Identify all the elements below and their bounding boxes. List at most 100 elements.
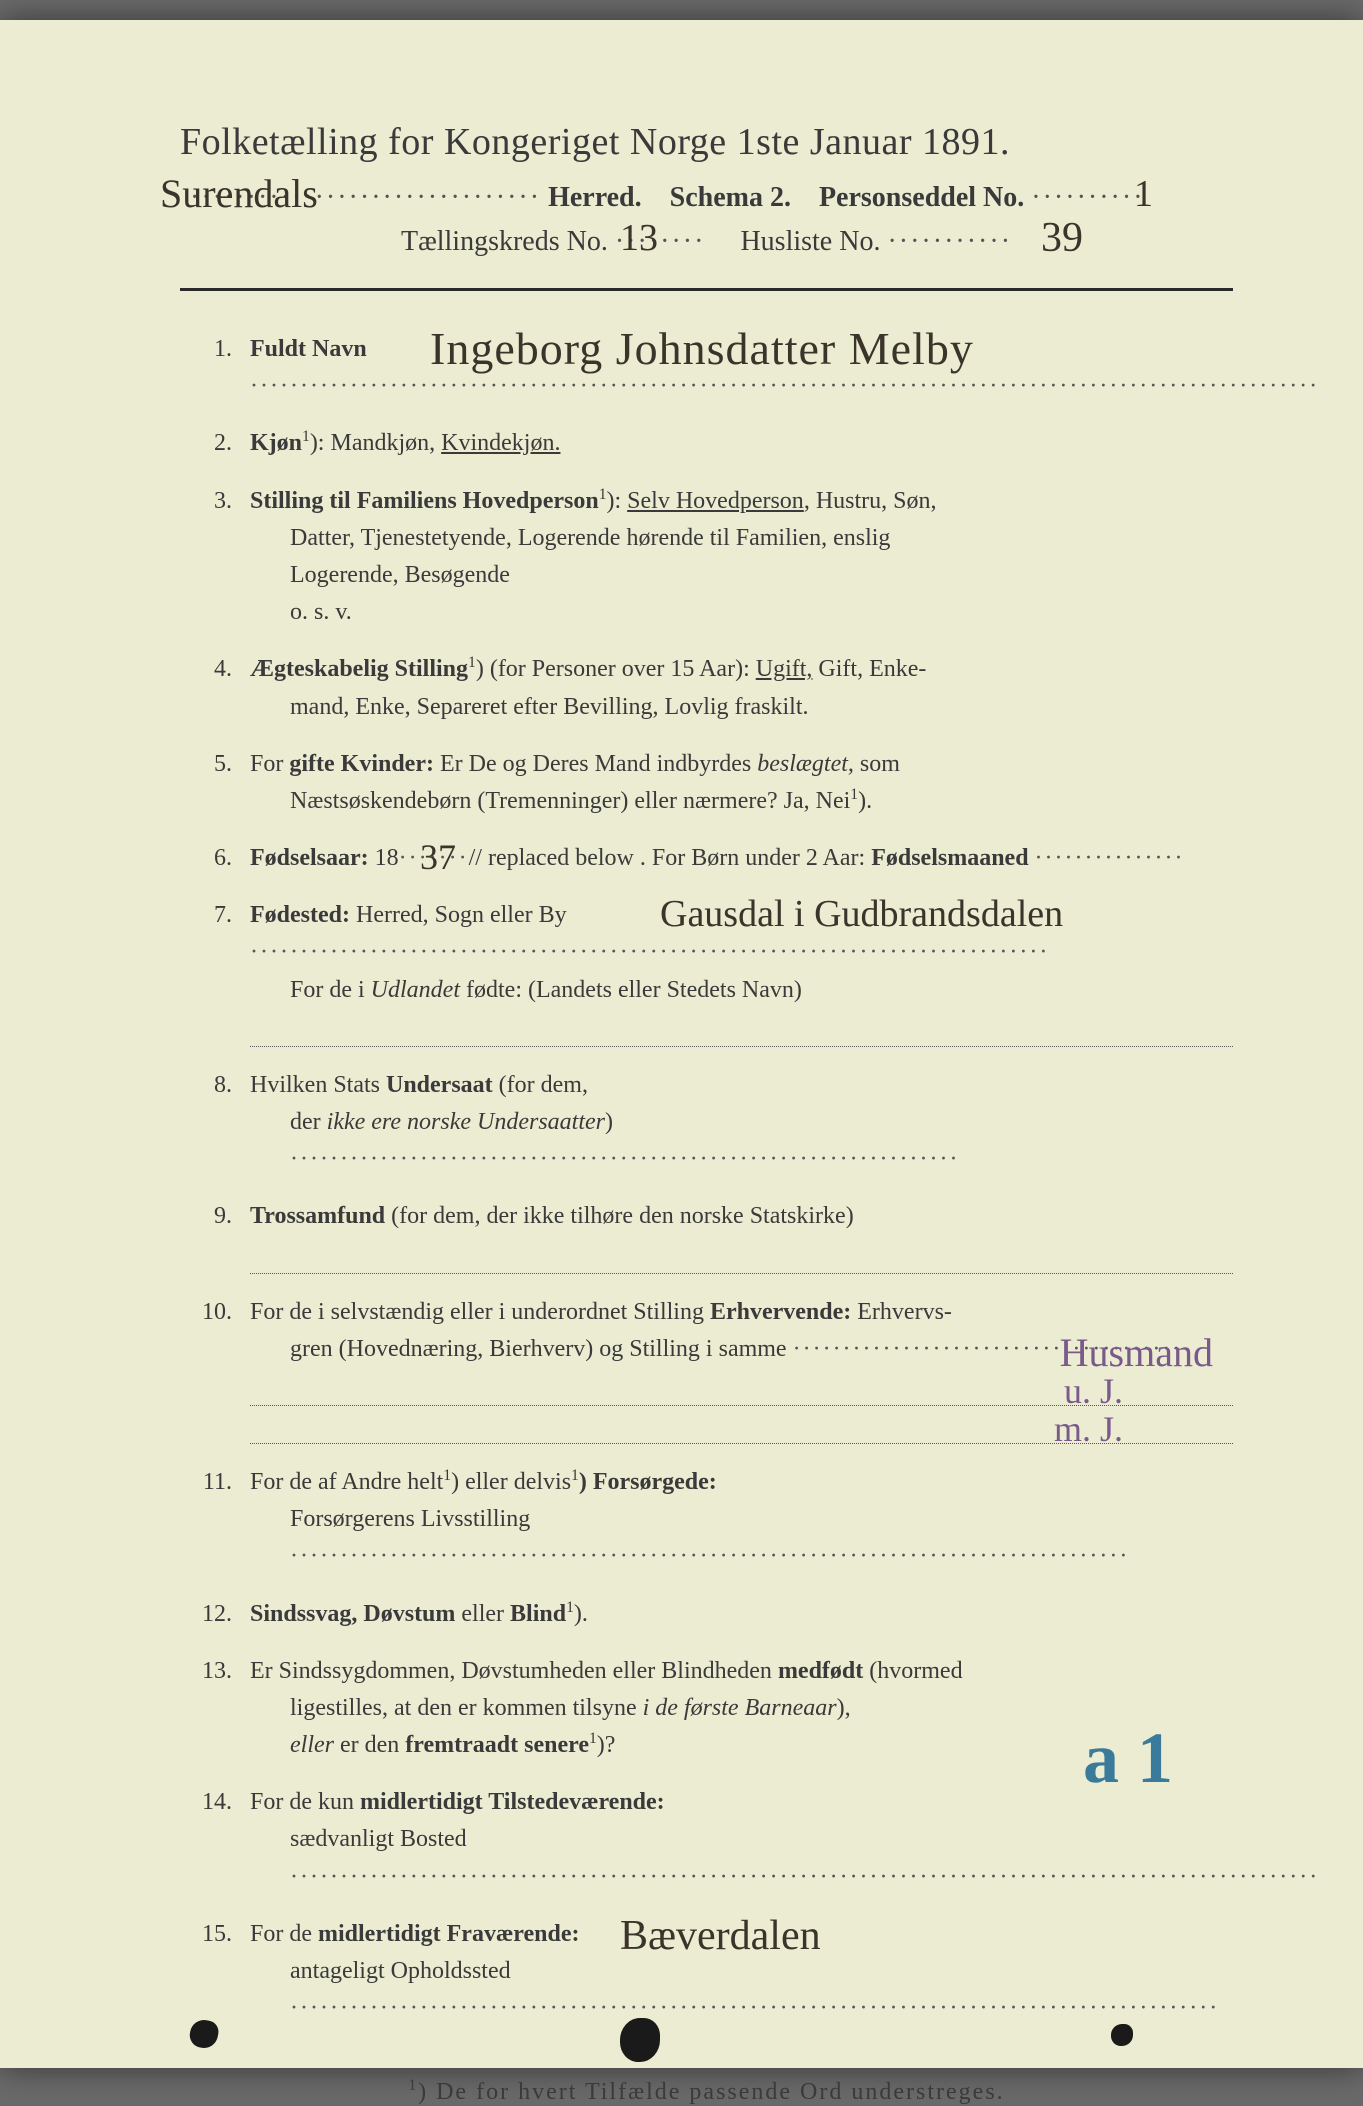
relation-tail: , Hustru, Søn, [804, 488, 937, 514]
item-9-religion: 9. Trossamfund (for dem, der ikke tilhør… [180, 1198, 1233, 1273]
field-label: Stilling til Familiens Hovedperson [250, 488, 599, 514]
q8-italic: ikke ere norske Undersaatter [327, 1109, 605, 1135]
field-label: Kjøn [250, 430, 302, 456]
item-1-name: 1. Fuldt Navn ··························… [180, 331, 1233, 405]
item-number: 12. [180, 1596, 250, 1633]
marital-tail: Gift, Enke- [812, 656, 926, 682]
item-10-occupation: 10. For de i selvstændig eller i underor… [180, 1294, 1233, 1444]
q13-c2-bold: fremtraadt senere [405, 1732, 589, 1758]
item-number: 13. [180, 1653, 250, 1765]
marital-text: ) (for Personer over 15 Aar): [476, 656, 756, 682]
item-15-temp-absent: 15. For de midlertidigt Fraværende: anta… [180, 1916, 1233, 2028]
q15-cont1: antageligt Opholdssted [290, 1958, 511, 1984]
field-label-2: Blind [510, 1601, 566, 1627]
q8-cont-a: der [290, 1109, 327, 1135]
q7-italic: Udlandet [371, 977, 460, 1003]
item-8-citizenship: 8. Hvilken Stats Undersaat (for dem, der… [180, 1067, 1233, 1179]
item-6-birthyear: 6. Fødselsaar: 18·······// replaced belo… [180, 840, 1233, 877]
item-12-disability: 12. Sindssvag, Døvstum eller Blind1). [180, 1596, 1233, 1633]
herred-handwritten: Surendals [160, 170, 318, 217]
relation-cont3: o. s. v. [250, 594, 1233, 631]
q5-cont-b: ). [858, 788, 872, 814]
prefix-text: Hvilken Stats [250, 1072, 386, 1098]
footnote-sup: 1 [566, 1599, 574, 1616]
whereabouts-hw: Bæverdalen [620, 1904, 821, 1969]
field-label: Fødested: [250, 902, 350, 928]
q5-italic: beslægtet, [757, 751, 854, 777]
q10-tail: Erhvervs- [851, 1299, 952, 1325]
q5-cont-a: Næstsøskendebørn (Tremenninger) eller næ… [290, 788, 850, 814]
name-handwritten: Ingeborg Johnsdatter Melby [430, 313, 974, 384]
kreds-no-hw: 13 [620, 216, 658, 260]
year-prefix: 18 [369, 845, 399, 871]
marital-selected: Ugift, [756, 656, 813, 682]
header-divider [180, 288, 1233, 291]
husliste-label: Husliste No. [740, 226, 880, 257]
q11-cont: Forsørgerens Livsstilling ··············… [250, 1501, 1233, 1575]
relation-cont2: Logerende, Besøgende [250, 557, 1233, 594]
sex-options-text: ): Mandkjøn, [310, 430, 441, 456]
census-form-page: Folketælling for Kongeriget Norge 1ste J… [0, 20, 1363, 2068]
q13-c1-b: ), [837, 1695, 851, 1721]
q13-tail: (hvormed [863, 1658, 962, 1684]
footnote-sup: 1 [571, 1467, 579, 1484]
item-number: 9. [180, 1198, 250, 1273]
item-number: 6. [180, 840, 250, 877]
item-number: 4. [180, 651, 250, 725]
footnote-sup: 1 [302, 428, 310, 445]
header-row-2: Tællingskreds No. ········ 13 Husliste N… [180, 226, 1233, 258]
q15-cont: antageligt Opholdssted ·················… [250, 1953, 1233, 2027]
birthplace-text: Herred, Sogn eller By [350, 902, 567, 928]
dots-leader: ········································… [290, 1146, 959, 1172]
personseddel-label: Personseddel No. [819, 182, 1024, 213]
field-label: Fuldt Navn [250, 336, 367, 362]
q14-cont1: sædvanligt Bosted [290, 1826, 467, 1852]
relation-selected: Selv Hovedperson [627, 488, 804, 514]
q10-cont1: gren (Hovednæring, Bierhverv) og Stillin… [290, 1336, 787, 1362]
field-label: ) Forsørgede: [579, 1469, 717, 1495]
q7-cont-b: fødte: (Landets eller Stedets Navn) [460, 977, 802, 1003]
q13-c2-b: )? [597, 1732, 616, 1758]
item-number: 2. [180, 425, 250, 462]
item-number: 15. [180, 1916, 250, 2028]
prefix-text: For de i selvstændig eller i underordnet… [250, 1299, 710, 1325]
dots-leader: ··············· [1035, 845, 1185, 871]
item-11-dependents: 11. For de af Andre helt1) eller delvis1… [180, 1464, 1233, 1576]
item-4-marital: 4. Ægteskabelig Stilling1) (for Personer… [180, 651, 1233, 725]
relation-cont1: Datter, Tjenestetyende, Logerende hørend… [250, 520, 1233, 557]
birthplace-hw: Gausdal i Gudbrandsdalen [660, 885, 1063, 944]
footnote-sup: 1 [443, 1467, 451, 1484]
item-7-birthplace: 7. Fødested: Herred, Sogn eller By ·····… [180, 897, 1233, 1047]
q13-prefix: Er Sindssygdommen, Døvstumheden eller Bl… [250, 1658, 778, 1684]
q15-prefix: For de [250, 1921, 318, 1947]
item-number: 10. [180, 1294, 250, 1444]
q9-tail: (for dem, der ikke tilhøre den norske St… [385, 1203, 854, 1229]
footnote-sup: 1 [850, 786, 858, 803]
birthmonth-label: Fødselsmaaned [871, 845, 1028, 871]
relation-sep: ): [607, 488, 628, 514]
kreds-label: Tællingskreds No. [401, 226, 608, 257]
item-number: 1. [180, 331, 250, 405]
q13-c2-a: er den [334, 1732, 405, 1758]
sex-selected: Kvindekjøn. [441, 430, 560, 456]
q13-c1-italic: i de første Barneaar [643, 1695, 837, 1721]
field-label: Erhvervende: [710, 1299, 851, 1325]
footnote-sup: 1 [408, 2077, 418, 2094]
q12-tail: ). [574, 1601, 588, 1627]
q14-prefix: For de kun [250, 1789, 360, 1815]
item-3-relation: 3. Stilling til Familiens Hovedperson1):… [180, 483, 1233, 632]
q13-c2-italic: eller [290, 1732, 334, 1758]
q11-cont1: Forsørgerens Livsstilling [290, 1506, 530, 1532]
item-13-congenital: 13. Er Sindssygdommen, Døvstumheden elle… [180, 1653, 1233, 1765]
birthyear-hw: 37 [420, 830, 456, 886]
dotted-blank-line [250, 1254, 1233, 1274]
dots-leader: ··········· [887, 226, 1012, 257]
field-label: Fødselsaar: [250, 845, 369, 871]
item-number: 7. [180, 897, 250, 1047]
footnote-sup: 1 [468, 654, 476, 671]
birthmonth-text: . For Børn under 2 Aar: [640, 845, 871, 871]
footnote-text: ) De for hvert Tilfælde passende Ord und… [418, 2079, 1005, 2105]
dots-leader: ········································… [290, 1864, 1319, 1890]
q13-c1-a: ligestilles, at den er kommen tilsyne [290, 1695, 643, 1721]
q8-cont-b: ) [605, 1109, 613, 1135]
